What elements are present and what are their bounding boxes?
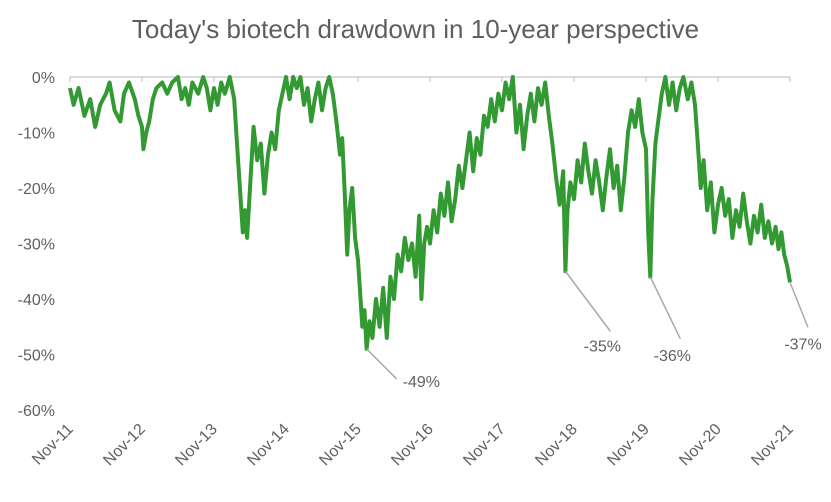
x-tick-label: Nov-11 (29, 421, 77, 469)
series-line (68, 75, 792, 351)
y-tick-label: -30% (18, 237, 55, 254)
y-tick-label: -10% (18, 126, 55, 143)
annotation-leader-line (649, 276, 681, 340)
chart-title: Today's biotech drawdown in 10-year pers… (131, 14, 700, 44)
annotation-label: -36% (654, 348, 691, 365)
annotation-leader-line (366, 348, 398, 380)
x-tick-label: Nov-15 (316, 421, 365, 470)
x-tick-label: Nov-17 (460, 421, 509, 470)
annotation-leader-line (564, 270, 611, 332)
annotation-layer: -49% -35% -36% -37% (366, 270, 822, 391)
x-tick-label: Nov-20 (676, 421, 725, 470)
x-tick-label: Nov-12 (100, 421, 149, 470)
y-tick-label: -60% (18, 403, 55, 420)
x-tick-label: Nov-14 (244, 421, 293, 470)
annotation-label: -37% (784, 336, 821, 353)
y-tick-label: 0% (32, 70, 55, 87)
y-tick-label: -20% (18, 181, 55, 198)
x-tick-label: Nov-19 (604, 421, 653, 470)
y-tick-label: -50% (18, 348, 55, 365)
x-tick-label: Nov-16 (388, 421, 437, 470)
annotation-label: -49% (403, 374, 440, 391)
annotation-leader-line (789, 282, 809, 328)
x-tick-label: Nov-18 (532, 421, 581, 470)
series-layer (68, 75, 792, 351)
x-tick-label: Nov-21 (748, 421, 797, 470)
x-tick-label: Nov-13 (172, 421, 221, 470)
y-axis-ticks: 0% -10% -20% -30% -40% -50% -60% (18, 70, 55, 420)
y-tick-label: -40% (18, 292, 55, 309)
annotation-label: -35% (584, 338, 621, 355)
